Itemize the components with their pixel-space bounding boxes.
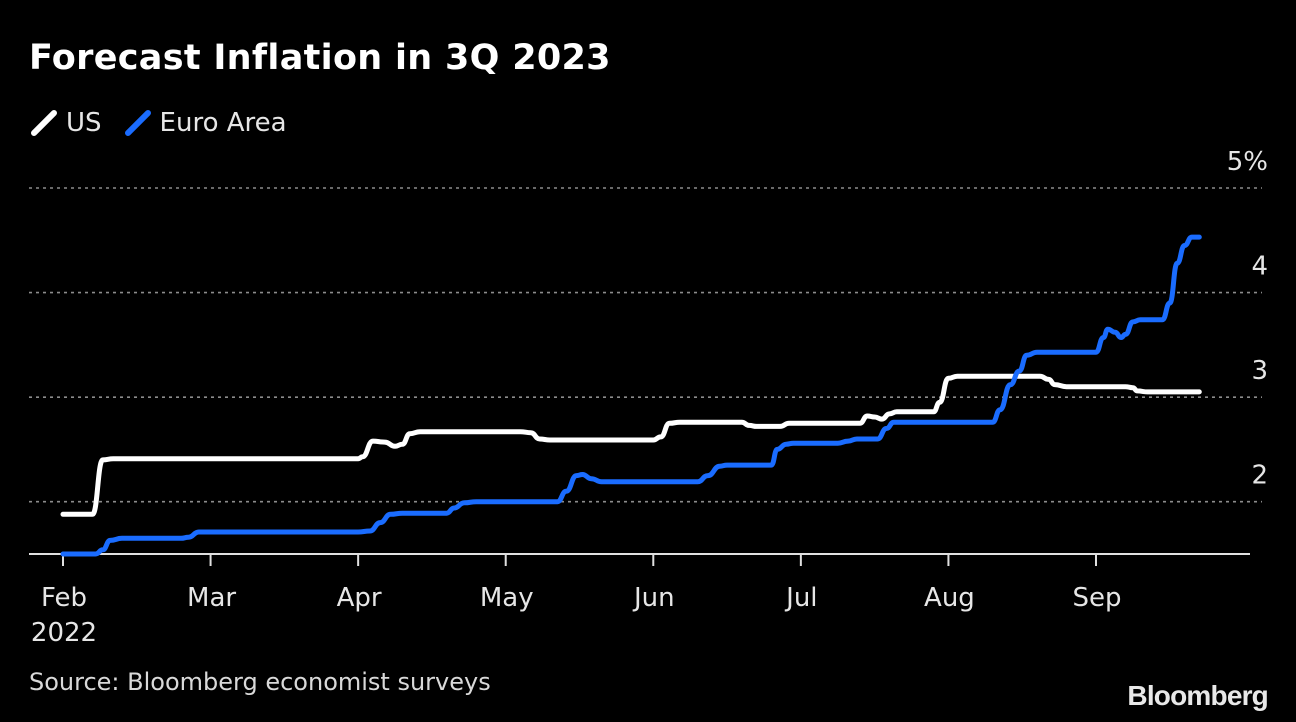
x-tick-label-aug: Aug — [924, 583, 975, 613]
legend-item-euro-area: Euro Area — [124, 108, 287, 138]
y-tick-label-5: 5% — [1227, 147, 1268, 177]
x-tick-label-jun: Jun — [632, 583, 675, 613]
x-tick-label-apr: Apr — [337, 583, 382, 613]
x-tick-label-may: May — [480, 583, 534, 613]
series-line-us — [60, 373, 1202, 517]
x-tick-label-feb: Feb — [41, 583, 87, 613]
legend-label-us: US — [66, 108, 102, 138]
source-note: Source: Bloomberg economist surveys — [29, 668, 491, 696]
label-layer: 2 3 4 5% Feb Mar Apr May Jun Jul Aug Sep 2022 — [31, 147, 1268, 648]
axis-layer — [29, 553, 1250, 566]
chart-title: Forecast Inflation in 3Q 2023 — [29, 38, 611, 78]
x-tick-label-jul: Jul — [784, 583, 817, 613]
y-tick-label-4: 4 — [1251, 252, 1268, 282]
legend-item-us: US — [30, 108, 102, 138]
y-tick-label-3: 3 — [1251, 356, 1268, 386]
grid-layer — [29, 187, 1262, 503]
x-tick-sublabel-year: 2022 — [31, 618, 97, 648]
y-tick-label-2: 2 — [1251, 461, 1268, 491]
x-tick-label-mar: Mar — [187, 583, 236, 613]
legend-swatch-euro-area — [124, 110, 151, 136]
legend: US Euro Area — [30, 108, 309, 138]
series-layer — [60, 234, 1202, 557]
bloomberg-logo: Bloomberg — [1127, 680, 1268, 711]
legend-swatch-us — [31, 110, 57, 136]
x-tick-label-sep: Sep — [1072, 583, 1121, 613]
series-line-euro-area — [60, 234, 1202, 557]
legend-label-euro-area: Euro Area — [159, 108, 287, 138]
